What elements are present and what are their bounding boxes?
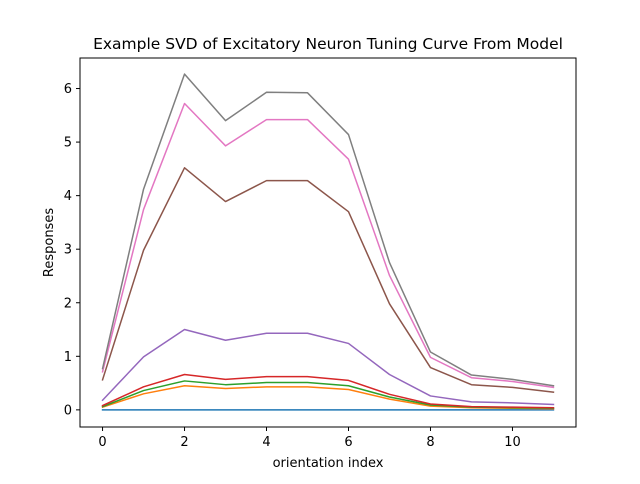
x-tick-label: 0 bbox=[98, 435, 106, 450]
x-tick-label: 4 bbox=[262, 435, 270, 450]
series-line-5 bbox=[101, 328, 555, 406]
plot-frame bbox=[79, 57, 577, 428]
y-tick-label: 6 bbox=[64, 82, 72, 97]
series-line-6 bbox=[101, 167, 555, 394]
y-tick-label: 0 bbox=[64, 403, 72, 418]
tick-layer: 0 2 4 6 8 10 0 1 2 3 4 5 6 bbox=[64, 82, 521, 450]
x-tick-label: 2 bbox=[180, 435, 188, 450]
x-tick-label: 6 bbox=[344, 435, 352, 450]
y-tick-label: 5 bbox=[64, 136, 72, 151]
y-tick-label: 4 bbox=[64, 189, 72, 204]
series-line-4 bbox=[101, 373, 555, 409]
chart-title: Example SVD of Excitatory Neuron Tuning … bbox=[93, 35, 563, 53]
y-tick-label: 2 bbox=[64, 296, 72, 311]
x-tick-label: 8 bbox=[426, 435, 434, 450]
y-axis-title: Responses bbox=[42, 208, 57, 277]
series-layer bbox=[101, 73, 555, 411]
series-line-7 bbox=[101, 102, 555, 389]
y-tick-label: 3 bbox=[64, 243, 72, 258]
x-tick-label: 10 bbox=[504, 435, 521, 450]
y-tick-label: 1 bbox=[64, 350, 72, 365]
x-axis-title: orientation index bbox=[273, 456, 384, 471]
series-line-8 bbox=[101, 73, 555, 387]
